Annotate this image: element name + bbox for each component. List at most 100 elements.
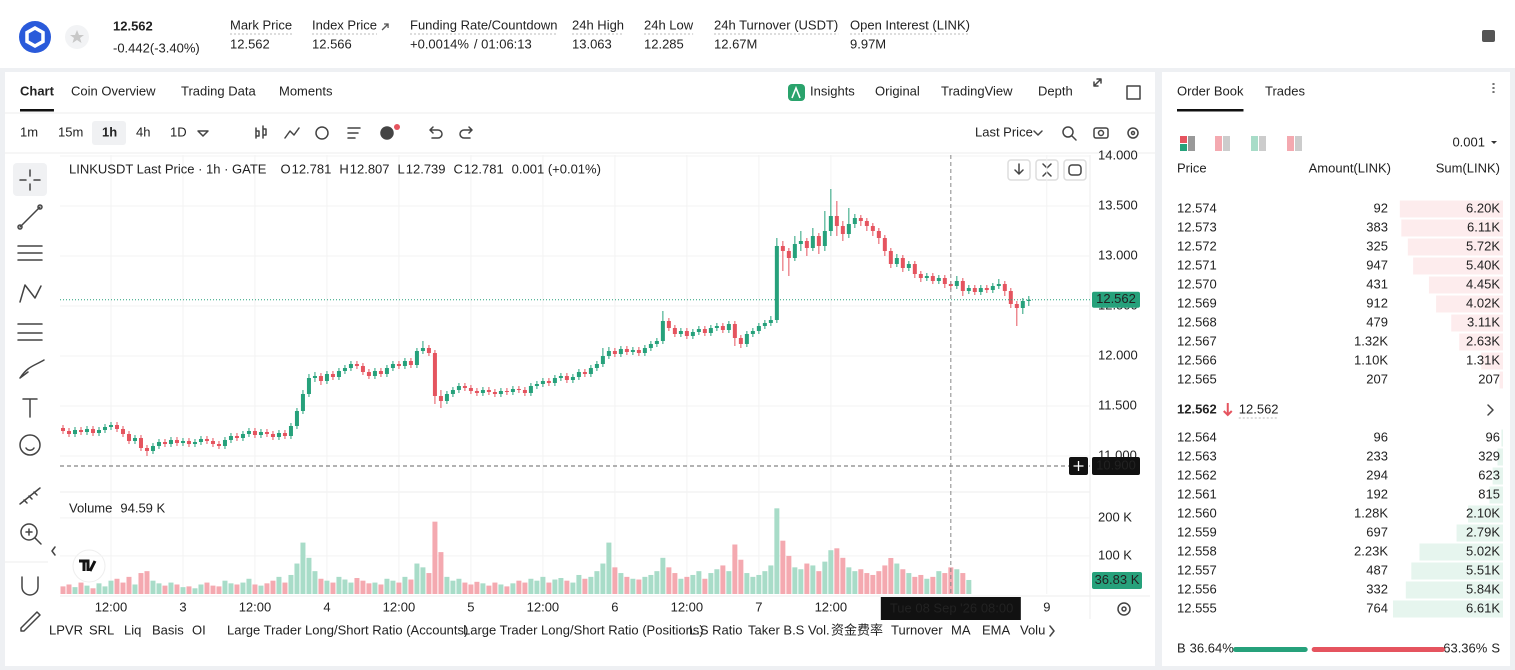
book-price[interactable]: 12.567 bbox=[1177, 333, 1217, 348]
interval[interactable]: 1D bbox=[170, 124, 187, 139]
indicator[interactable]: Basis bbox=[152, 622, 184, 637]
volume-bar bbox=[132, 584, 138, 594]
view-tab[interactable]: Insights bbox=[810, 83, 855, 98]
book-layout-icons[interactable] bbox=[1180, 136, 1302, 151]
indicator[interactable]: MA bbox=[951, 622, 971, 637]
stat-label: Funding Rate/Countdown bbox=[410, 17, 557, 32]
volume-bar bbox=[612, 567, 618, 594]
indicator[interactable]: Large Trader Long/Short Ratio (Accounts) bbox=[227, 622, 468, 637]
book-price[interactable]: 12.572 bbox=[1177, 238, 1217, 253]
candle-body bbox=[864, 221, 869, 226]
ohlc-value: 12.807 bbox=[350, 161, 390, 176]
book-sum: 329 bbox=[1478, 448, 1500, 463]
candle-body bbox=[348, 364, 353, 368]
tab[interactable]: Moments bbox=[279, 83, 333, 98]
volume-bar bbox=[894, 563, 900, 594]
candle-body bbox=[564, 376, 569, 380]
depth-bar bbox=[1399, 200, 1503, 218]
stat-value: +0.0014% bbox=[410, 36, 469, 51]
indicator[interactable]: 资金费率 bbox=[831, 622, 883, 637]
book-price[interactable]: 12.559 bbox=[1177, 524, 1217, 539]
collapse-arrow[interactable] bbox=[51, 546, 56, 556]
interval[interactable]: 1m bbox=[20, 124, 38, 139]
candle-body bbox=[246, 431, 251, 434]
header-icon[interactable] bbox=[1482, 30, 1495, 42]
book-price[interactable]: 12.558 bbox=[1177, 543, 1217, 558]
book-price[interactable]: 12.556 bbox=[1177, 581, 1217, 596]
candle-body bbox=[942, 278, 947, 284]
indicator[interactable]: Large Trader Long/Short Ratio (Positions… bbox=[463, 622, 704, 637]
volume-bar bbox=[750, 576, 756, 594]
volume-bar bbox=[120, 582, 126, 594]
book-price[interactable]: 12.564 bbox=[1177, 429, 1217, 444]
view-tab[interactable]: Original bbox=[875, 83, 920, 98]
book-price[interactable]: 12.566 bbox=[1177, 352, 1217, 367]
book-price[interactable]: 12.562 bbox=[1177, 467, 1217, 482]
volume-bar bbox=[516, 580, 522, 594]
indicator[interactable]: SRL bbox=[89, 622, 114, 637]
indicator[interactable]: Volu bbox=[1020, 622, 1045, 637]
indicator[interactable]: L.S Ratio bbox=[689, 622, 742, 637]
book-amount: 479 bbox=[1366, 314, 1388, 329]
interval-active-bg bbox=[92, 121, 126, 145]
book-amount: 92 bbox=[1374, 200, 1388, 215]
indicator[interactable]: LPVR bbox=[49, 622, 83, 637]
book-price[interactable]: 12.571 bbox=[1177, 257, 1217, 272]
indicator[interactable]: EMA bbox=[982, 622, 1011, 637]
candle-body bbox=[432, 353, 437, 396]
interval[interactable]: 15m bbox=[58, 124, 83, 139]
view-tab[interactable]: TradingView bbox=[941, 83, 1013, 98]
book-price[interactable]: 12.568 bbox=[1177, 314, 1217, 329]
candle-body bbox=[420, 348, 425, 351]
interval[interactable]: 1h bbox=[102, 124, 117, 139]
volume-bar bbox=[420, 567, 426, 594]
chart-tools[interactable] bbox=[255, 78, 1495, 141]
volume-bar bbox=[246, 578, 252, 594]
interval[interactable]: 4h bbox=[136, 124, 150, 139]
indicator[interactable]: OI bbox=[192, 622, 206, 637]
precision[interactable]: 0.001 bbox=[1452, 134, 1485, 149]
book-price[interactable]: 12.560 bbox=[1177, 505, 1217, 520]
volume-bar bbox=[108, 580, 114, 594]
indicator[interactable]: Turnover bbox=[891, 622, 943, 637]
volume-bar bbox=[708, 573, 714, 594]
candle-body bbox=[96, 430, 101, 433]
book-price[interactable]: 12.574 bbox=[1177, 200, 1217, 215]
tab[interactable]: Coin Overview bbox=[71, 83, 156, 98]
depth-bar bbox=[1468, 505, 1503, 523]
book-price[interactable]: 12.573 bbox=[1177, 219, 1217, 234]
interval-caret[interactable] bbox=[197, 130, 209, 137]
candle-body bbox=[372, 371, 377, 376]
volume-bar bbox=[690, 574, 696, 594]
book-price[interactable]: 12.569 bbox=[1177, 295, 1217, 310]
volume-bar bbox=[798, 569, 804, 594]
tab[interactable]: Trading Data bbox=[181, 83, 256, 98]
indicator[interactable]: Liq bbox=[124, 622, 141, 637]
tab[interactable]: Chart bbox=[20, 83, 55, 98]
volume-bar bbox=[552, 579, 558, 594]
volume-bar bbox=[642, 576, 648, 594]
volume-bar bbox=[282, 582, 288, 594]
volume-bar bbox=[828, 550, 834, 594]
book-sum: 4.45K bbox=[1466, 276, 1500, 291]
book-price[interactable]: 12.565 bbox=[1177, 371, 1217, 386]
book-price[interactable]: 12.570 bbox=[1177, 276, 1217, 291]
buy-ratio-bar bbox=[1233, 647, 1308, 652]
book-price[interactable]: 12.555 bbox=[1177, 600, 1217, 615]
price-source[interactable]: Last Price bbox=[975, 124, 1033, 139]
drawing-toolbar[interactable] bbox=[13, 163, 47, 632]
book-price[interactable]: 12.563 bbox=[1177, 448, 1217, 463]
favorite-star[interactable] bbox=[65, 25, 89, 49]
volume-bar bbox=[648, 574, 654, 594]
book-header: Amount(LINK) bbox=[1309, 160, 1391, 175]
book-price[interactable]: 12.557 bbox=[1177, 562, 1217, 577]
candle-body bbox=[60, 428, 65, 431]
indicator[interactable]: Taker B.S Vol. bbox=[748, 622, 830, 637]
volume-bar bbox=[258, 585, 264, 594]
book-tab[interactable]: Trades bbox=[1265, 83, 1305, 98]
view-tab[interactable]: Depth bbox=[1038, 83, 1073, 98]
book-price[interactable]: 12.561 bbox=[1177, 486, 1217, 501]
book-tab[interactable]: Order Book bbox=[1177, 83, 1244, 98]
precision-caret[interactable] bbox=[1491, 141, 1497, 144]
